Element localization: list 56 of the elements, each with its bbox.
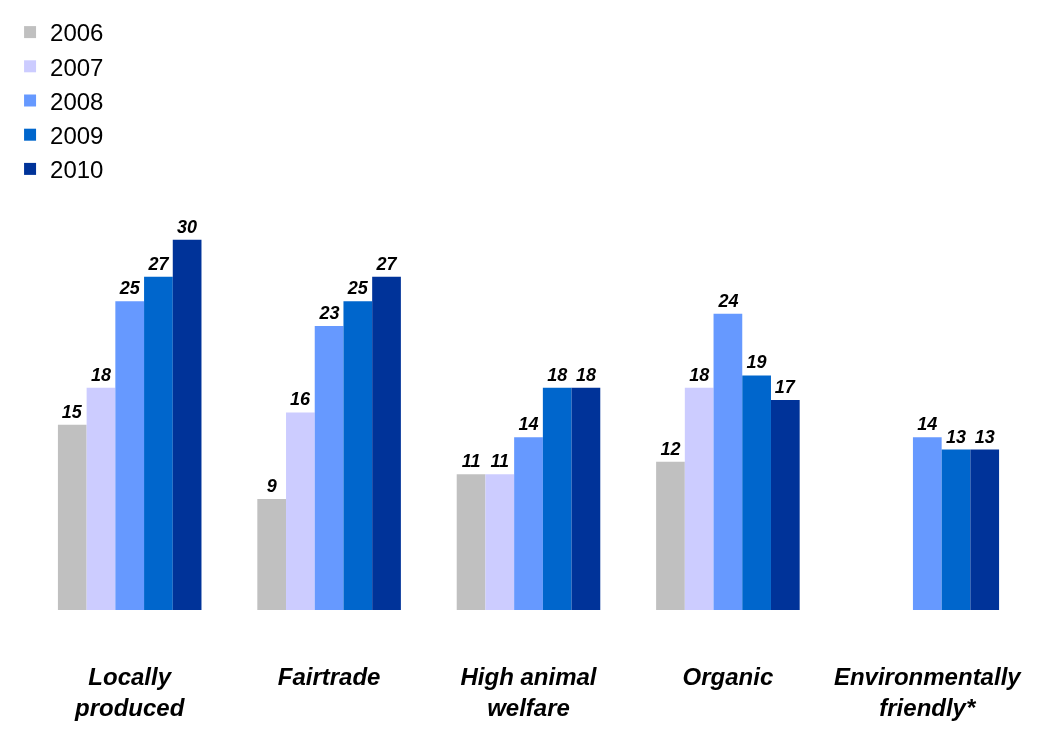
bar (542, 387, 572, 610)
bar (485, 474, 515, 610)
data-label: 12 (660, 438, 681, 459)
data-label: 18 (689, 364, 710, 385)
bar (713, 313, 743, 610)
data-label: 11 (461, 451, 481, 472)
legend-label: 2010 (50, 156, 104, 184)
x-tick-label: High animal welfare (460, 663, 598, 722)
data-label: 15 (61, 401, 83, 422)
data-label: 25 (118, 278, 141, 299)
data-label: 11 (490, 451, 510, 472)
bar (343, 301, 373, 610)
data-label: 16 (289, 389, 311, 410)
bar (115, 301, 145, 610)
legend-label: 2009 (50, 122, 104, 150)
data-label: 19 (746, 352, 767, 373)
data-label: 14 (518, 414, 539, 435)
data-label: 25 (346, 278, 369, 299)
data-label: 9 (266, 475, 277, 496)
legend-label: 2008 (50, 87, 104, 115)
data-label: 13 (974, 426, 995, 447)
data-label: 14 (917, 414, 938, 435)
data-label: 24 (717, 290, 739, 311)
bar (571, 387, 601, 610)
data-label: 27 (147, 253, 170, 274)
data-label: 13 (946, 426, 967, 447)
bar (57, 424, 87, 610)
data-label: 23 (318, 303, 340, 324)
data-label: 18 (90, 364, 111, 385)
data-label: 27 (375, 253, 398, 274)
bar (684, 387, 714, 610)
bar (456, 474, 486, 610)
x-tick-label: Locally produced (74, 663, 186, 722)
legend-label: 2007 (50, 53, 104, 81)
bar (970, 449, 1000, 610)
bar (742, 375, 771, 610)
data-label: 30 (177, 216, 198, 237)
bar (770, 400, 800, 610)
bar (172, 239, 202, 610)
bar (144, 276, 173, 610)
bar (941, 449, 971, 610)
data-label: 18 (547, 364, 568, 385)
bar (257, 498, 287, 610)
bar (514, 437, 543, 610)
x-tick-label: Environmentally friendly* (833, 663, 1023, 722)
x-tick-label: Fairtrade (277, 663, 381, 690)
x-tick-label: Organic (682, 663, 774, 690)
data-label: 18 (575, 364, 596, 385)
bar (314, 326, 344, 610)
legend-label: 2006 (50, 19, 104, 47)
bar (286, 412, 315, 610)
bar (86, 387, 116, 610)
bar (912, 437, 942, 610)
bar (656, 461, 685, 610)
bar (372, 276, 401, 610)
data-label: 17 (774, 377, 796, 398)
